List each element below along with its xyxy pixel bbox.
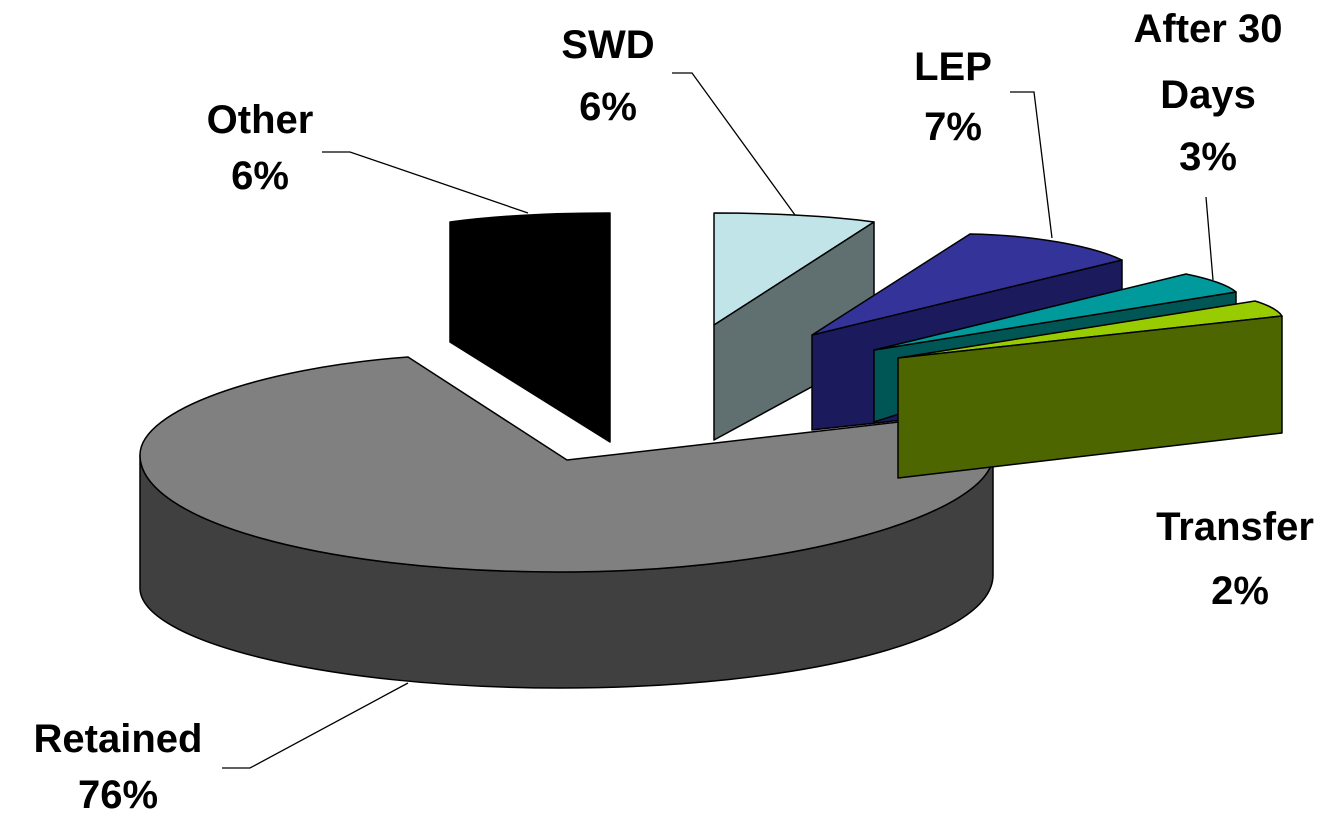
label-lep-name: LEP — [914, 45, 992, 89]
leader-line-swd — [672, 72, 796, 216]
label-transfer-name: Transfer — [1156, 505, 1314, 549]
leader-line-retained — [222, 682, 409, 769]
label-other-name: Other — [207, 98, 314, 142]
label-swd-pct: 6% — [579, 85, 637, 129]
label-retained-name: Retained — [34, 717, 203, 761]
label-retained-pct: 76% — [78, 773, 158, 817]
leader-line-lep — [1010, 91, 1053, 239]
slice-transfer-side — [897, 315, 1283, 479]
label-transfer-pct: 2% — [1211, 569, 1269, 613]
label-lep-pct: 7% — [924, 105, 982, 149]
slice-after-30-days-top — [873, 273, 1237, 351]
slice-other-top — [449, 212, 611, 443]
label-after-30-days-line2: Days — [1160, 73, 1256, 117]
slice-other — [449, 212, 611, 443]
slice-retained — [139, 356, 994, 689]
leader-line-other — [322, 151, 529, 214]
slice-transfer — [897, 300, 1283, 479]
slice-lep-top — [811, 233, 1123, 336]
label-after-30-days-pct: 3% — [1179, 135, 1237, 179]
label-swd-name: SWD — [561, 23, 654, 67]
label-other-pct: 6% — [231, 154, 289, 198]
leader-line-after-30-days — [1205, 196, 1214, 281]
label-after-30-days-line1: After 30 — [1134, 7, 1283, 51]
